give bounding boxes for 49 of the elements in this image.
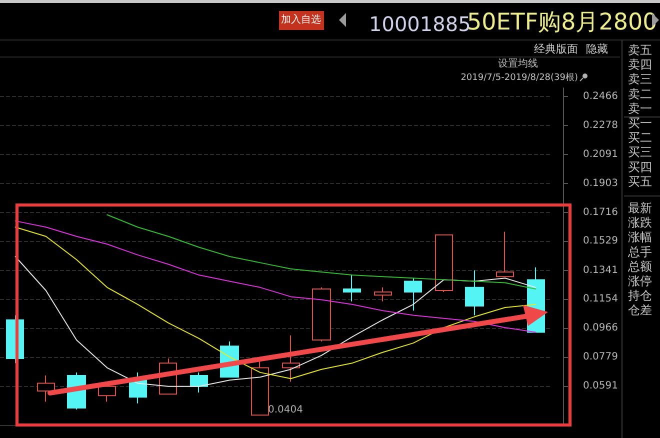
line-series bbox=[14, 220, 536, 333]
y-tick-label: 0.0966 bbox=[583, 322, 618, 334]
candlestick bbox=[465, 270, 484, 316]
candlestick bbox=[435, 234, 453, 293]
candlestick bbox=[496, 231, 514, 278]
text: 买一 bbox=[628, 116, 652, 130]
candlestick bbox=[251, 361, 269, 416]
y-tick-label: 0.1903 bbox=[583, 178, 618, 189]
text: 涨跌 bbox=[628, 216, 652, 230]
candlestick bbox=[343, 274, 361, 302]
y-tick-label: 0.2278 bbox=[583, 120, 618, 131]
candlestick bbox=[374, 286, 392, 302]
y-tick-label: 0.2091 bbox=[583, 148, 618, 160]
text: 持仓 bbox=[628, 288, 652, 303]
text: 总手 bbox=[627, 244, 652, 259]
text: 隐藏 bbox=[586, 42, 608, 56]
text: 卖一 bbox=[628, 101, 652, 116]
candlestick bbox=[282, 334, 300, 382]
chart-subtitle: 10001885 bbox=[369, 12, 471, 36]
text: 卖二 bbox=[628, 86, 652, 101]
text: 买五 bbox=[628, 174, 652, 188]
text: 涨停 bbox=[628, 274, 652, 288]
y-tick-label: 0.1341 bbox=[583, 264, 618, 276]
text: 2019/7/5-2019/8/28(39根) bbox=[460, 72, 578, 83]
y-tick-label: 0.1529 bbox=[583, 236, 618, 247]
y-tick-label: 0.2466 bbox=[583, 90, 618, 102]
y-tick-label: 0.1154 bbox=[583, 294, 618, 305]
text: 卖五 bbox=[628, 43, 652, 57]
text: 总额 bbox=[627, 259, 652, 274]
text: 涨幅 bbox=[628, 230, 652, 244]
candlestick bbox=[190, 372, 208, 394]
text: 买四 bbox=[628, 160, 652, 174]
candlestick bbox=[37, 375, 55, 402]
y-tick-label: 0.0591 bbox=[583, 380, 618, 392]
y-tick-label: 0.0779 bbox=[583, 352, 618, 363]
text: 仓差 bbox=[628, 303, 652, 318]
text: 卖四 bbox=[628, 58, 652, 72]
y-tick-label: 0.1716 bbox=[583, 206, 618, 218]
text: 卖三 bbox=[628, 72, 652, 86]
text: 最新 bbox=[628, 201, 652, 215]
text: 经典版面 bbox=[534, 42, 578, 56]
candlestick bbox=[312, 286, 331, 342]
line-series bbox=[14, 256, 536, 387]
line-series bbox=[106, 214, 536, 290]
text: 设置均线 bbox=[498, 58, 538, 70]
text: 买二 bbox=[628, 130, 652, 145]
text: 买三 bbox=[628, 145, 652, 160]
text: 加入自选 bbox=[281, 14, 321, 26]
candlestick bbox=[404, 278, 422, 312]
